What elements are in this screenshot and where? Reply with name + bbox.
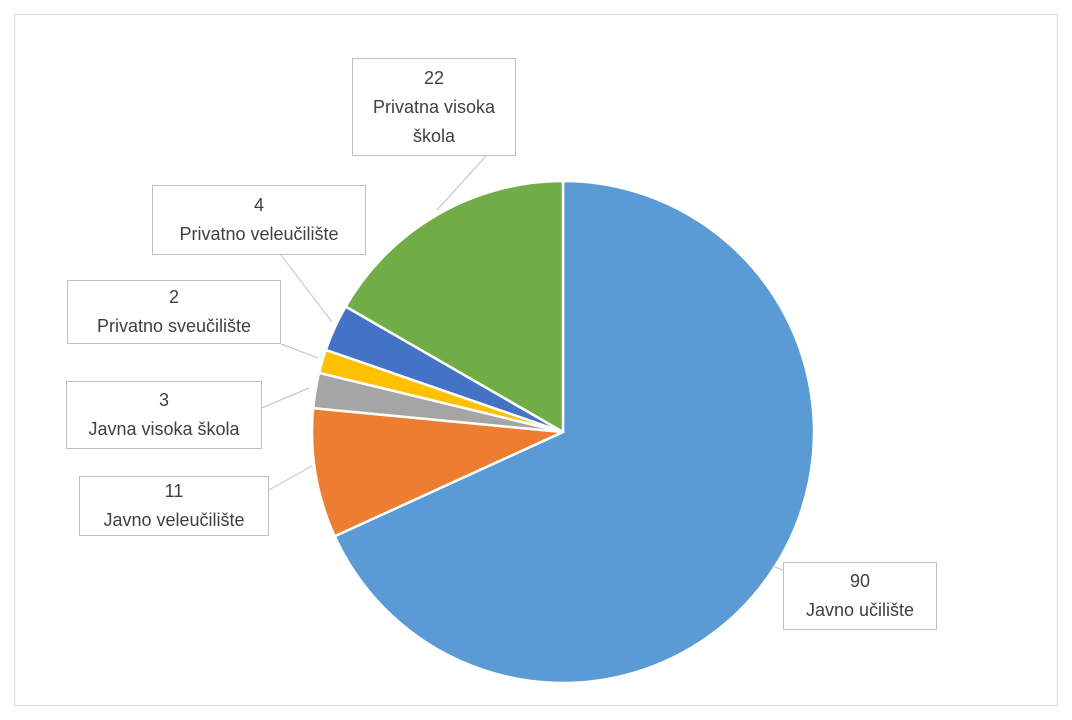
data-label-name: Javno učilište	[805, 600, 915, 620]
leader-line-javno-uciliste	[771, 565, 784, 571]
data-label-name: Privatno veleučilište	[179, 224, 339, 244]
data-label-value: 22	[423, 67, 445, 88]
leader-lines	[261, 155, 784, 571]
data-label-value: 11	[164, 481, 184, 501]
pie-slice-privatna-visoka-skola	[344, 179, 565, 434]
data-label-name: Javno veleučilište	[103, 510, 245, 530]
data-label-value: 2	[168, 287, 179, 307]
data-label-name: Privatna visoka škola	[372, 96, 496, 146]
leader-line-javno-veleuciliste	[268, 465, 313, 491]
pie-slice-javno-veleuciliste	[310, 406, 565, 538]
pie-slice-javno-uciliste	[333, 179, 816, 685]
data-label-privatno-sveuciliste: 2 Privatno sveučilište	[67, 280, 281, 344]
data-label-value: 90	[849, 571, 871, 591]
data-label-value: 3	[158, 390, 169, 410]
data-label-javna-visoka-skola: 3 Javna visoka škola	[66, 381, 262, 449]
leader-line-privatna-visoka-skola	[436, 155, 487, 211]
pie-slices	[310, 179, 816, 685]
data-label-javno-uciliste: 90 Javno učilište	[783, 562, 937, 630]
data-label-privatna-visoka-skola: 22 Privatna visoka škola	[352, 58, 516, 156]
data-label-name: Javna visoka škola	[88, 419, 240, 439]
leader-line-privatno-veleuciliste	[280, 254, 333, 323]
data-label-value: 4	[253, 195, 264, 215]
leader-line-privatno-sveuciliste	[280, 343, 319, 359]
data-label-privatno-veleuciliste: 4 Privatno veleučilište	[152, 185, 366, 255]
leader-line-javna-visoka-skola	[261, 387, 310, 409]
data-label-name: Privatno sveučilište	[96, 316, 252, 336]
data-label-javno-veleuciliste: 11 Javno veleučilište	[79, 476, 269, 536]
